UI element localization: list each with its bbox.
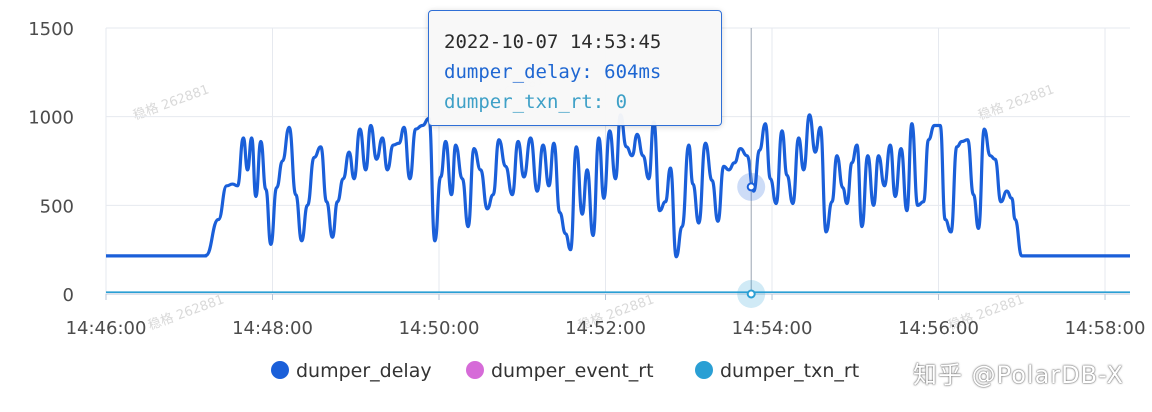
legend: dumper_delay dumper_event_rt dumper_txn_rt bbox=[271, 360, 859, 382]
series-group bbox=[106, 113, 1130, 294]
faint-watermark-text: 稳格 262881 bbox=[976, 81, 1056, 123]
legend-label-dumper-delay[interactable]: dumper_delay bbox=[296, 360, 432, 382]
faint-watermark-text: 稳格 262881 bbox=[131, 81, 211, 123]
y-tick-label: 500 bbox=[40, 196, 74, 217]
x-tick-label: 14:48:00 bbox=[232, 318, 313, 339]
x-axis-ticks: 14:46:00 14:48:00 14:50:00 14:52:00 14:54:00… bbox=[66, 294, 1146, 339]
y-tick-label: 0 bbox=[63, 285, 74, 306]
y-axis-ticks: 0 500 1000 1500 bbox=[28, 19, 74, 306]
hover-markers bbox=[737, 28, 766, 308]
x-tick-label: 14:46:00 bbox=[66, 318, 147, 339]
tooltip-dumper-txn-rt: dumper_txn_rt: 0 bbox=[444, 91, 628, 113]
legend-marker-dumper-txn-rt[interactable] bbox=[695, 361, 713, 379]
tooltip-dumper-delay: dumper_delay: 604ms bbox=[444, 61, 662, 83]
legend-label-dumper-event-rt[interactable]: dumper_event_rt bbox=[491, 360, 654, 382]
legend-marker-dumper-delay[interactable] bbox=[271, 361, 289, 379]
zhihu-watermark: 知乎 @PolarDB-X bbox=[912, 361, 1124, 389]
tooltip-time: 2022-10-07 14:53:45 bbox=[444, 31, 662, 53]
x-tick-label: 14:52:00 bbox=[565, 318, 646, 339]
faint-watermark-text: 稳格 262881 bbox=[146, 291, 226, 333]
x-tick-label: 14:56:00 bbox=[898, 318, 979, 339]
chart-tooltip: 2022-10-07 14:53:45 dumper_delay: 604ms … bbox=[428, 10, 722, 126]
y-tick-label: 1000 bbox=[28, 108, 74, 129]
series-line-dumper-delay bbox=[106, 113, 1130, 259]
y-tick-label: 1500 bbox=[28, 19, 74, 40]
hover-point-delay bbox=[746, 182, 756, 192]
legend-label-dumper-txn-rt[interactable]: dumper_txn_rt bbox=[720, 360, 859, 382]
hover-point-txn bbox=[746, 289, 756, 299]
legend-marker-dumper-event-rt[interactable] bbox=[466, 361, 484, 379]
x-tick-label: 14:58:00 bbox=[1065, 318, 1146, 339]
x-tick-label: 14:50:00 bbox=[399, 318, 480, 339]
x-tick-label: 14:54:00 bbox=[732, 318, 813, 339]
